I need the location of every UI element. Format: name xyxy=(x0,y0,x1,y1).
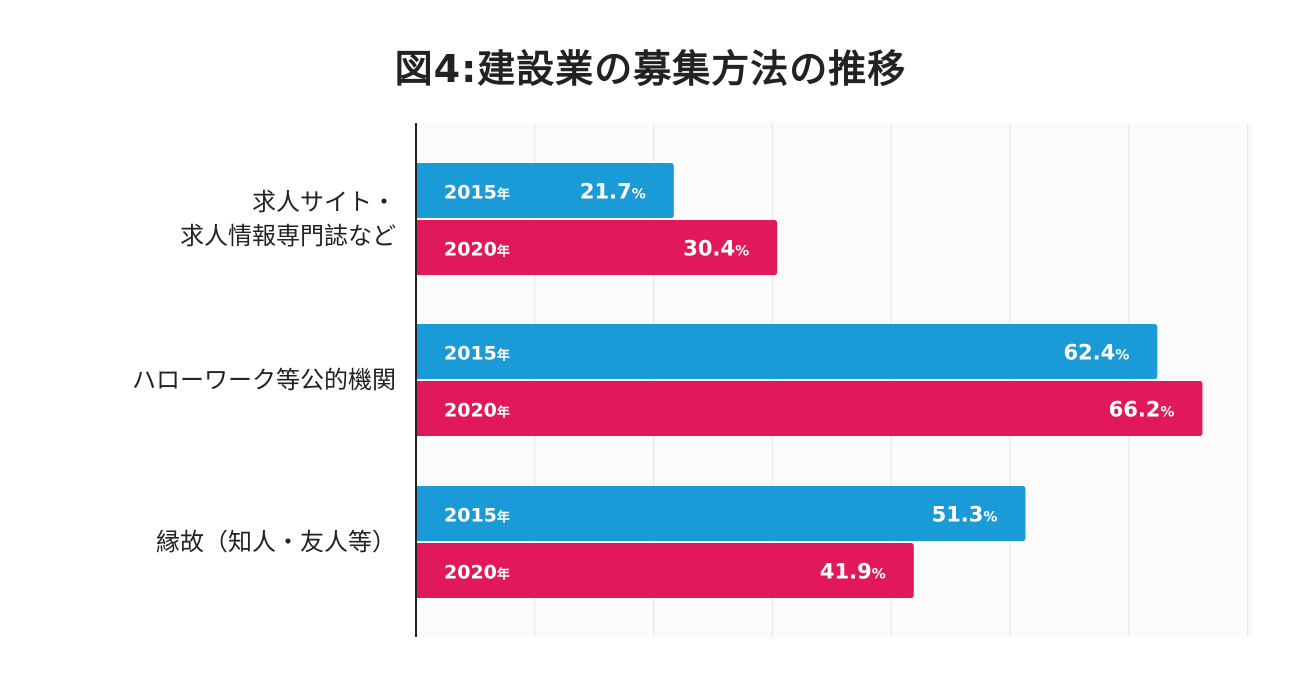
category-label-1: ハローワーク等公的機関 xyxy=(132,363,396,397)
bar-value-label: 41.9% xyxy=(820,560,886,584)
bar-2020-0 xyxy=(416,220,778,275)
category-label-0: 求人サイト・求人情報専門誌など xyxy=(180,185,396,253)
chart-title: 図4:建設業の募集方法の推移 xyxy=(394,47,907,91)
bar-2015-2 xyxy=(416,486,1026,541)
bar-series-label: 2020年 xyxy=(444,562,510,584)
bar-value-label: 21.7% xyxy=(580,180,646,204)
bar-value-label: 30.4% xyxy=(683,237,749,261)
bar-series-label: 2015年 xyxy=(444,343,510,365)
category-label-line: ハローワーク等公的機関 xyxy=(132,366,396,394)
category-label-line: 求人サイト・ xyxy=(252,188,396,216)
bar-value-label: 62.4% xyxy=(1063,341,1129,365)
bar-2020-2 xyxy=(416,543,914,598)
category-label-2: 縁故（知人・友人等） xyxy=(156,525,396,559)
bar-2015-0 xyxy=(416,163,674,218)
category-label-line: 求人情報専門誌など xyxy=(180,222,396,250)
bar-2020-1 xyxy=(416,381,1203,436)
category-label-line: 縁故（知人・友人等） xyxy=(156,528,396,556)
bar-value-label: 51.3% xyxy=(932,503,998,527)
bar-series-label: 2015年 xyxy=(444,182,510,204)
bar-series-label: 2015年 xyxy=(444,505,510,527)
bar-series-label: 2020年 xyxy=(444,239,510,261)
bar-2015-1 xyxy=(416,324,1158,379)
bar-value-label: 66.2% xyxy=(1109,398,1175,422)
bar-series-label: 2020年 xyxy=(444,400,510,422)
